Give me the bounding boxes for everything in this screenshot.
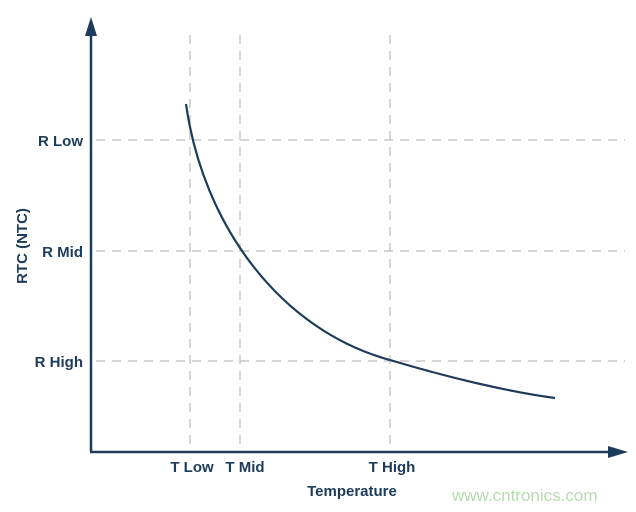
grid — [96, 35, 625, 452]
x-axis-label: Temperature — [307, 483, 397, 500]
y-tick-r-high: R High — [35, 354, 83, 371]
x-tick-t-high: T High — [369, 459, 416, 476]
x-tick-t-mid: T Mid — [225, 459, 264, 476]
y-tick-r-mid: R Mid — [42, 244, 83, 261]
x-axis-arrow — [608, 446, 628, 458]
x-tick-t-low: T Low — [170, 459, 214, 476]
ntc-curve — [184, 103, 556, 400]
y-tick-r-low: R Low — [38, 133, 83, 150]
watermark: www.cntronics.com — [452, 486, 598, 505]
y-axis-arrow — [85, 17, 97, 36]
y-axis-label: RTC (NTC) — [14, 208, 31, 284]
